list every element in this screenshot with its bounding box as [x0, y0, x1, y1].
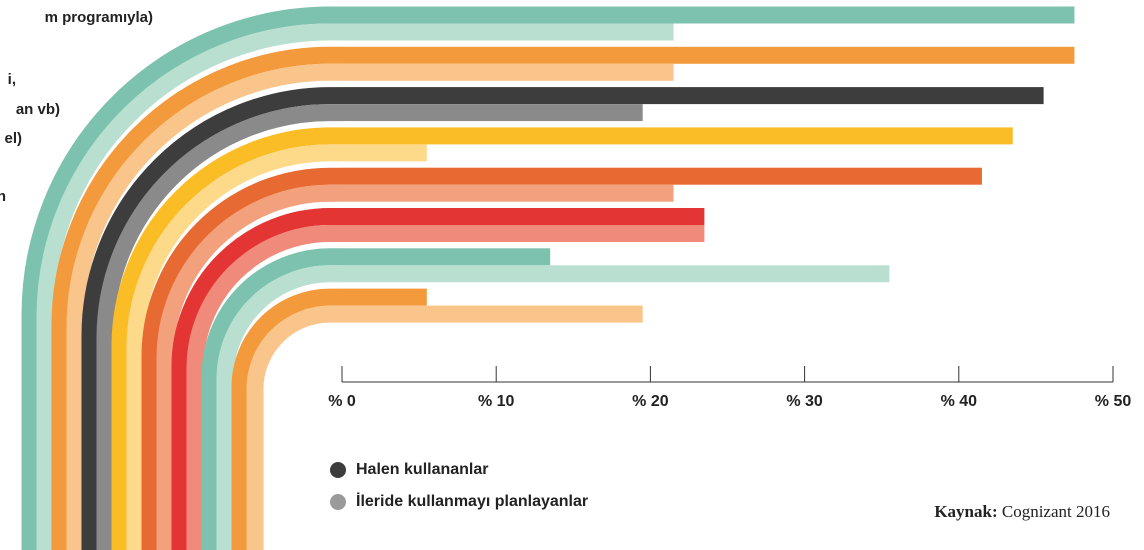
x-tick-label: % 50 — [1095, 393, 1132, 410]
x-ticks: % 0 % 10 % 20 % 30 % 40 % 50 — [328, 366, 1131, 410]
x-tick-label: % 10 — [478, 393, 515, 410]
bar — [342, 87, 1044, 105]
x-tick-label: % 30 — [786, 393, 823, 410]
bar-tail — [246, 305, 342, 550]
legend-label: Halen kullananlar — [356, 461, 489, 478]
x-tick-label: % 0 — [328, 393, 356, 410]
source: Kaynak: Cognizant 2016 — [934, 502, 1110, 521]
bar — [342, 127, 1013, 145]
bar-tail — [186, 225, 342, 550]
bar — [342, 248, 551, 266]
x-tick-label: % 20 — [632, 393, 669, 410]
bar-tail — [51, 46, 342, 550]
bar — [342, 305, 643, 323]
bar-tail — [201, 248, 342, 550]
bar-tail — [66, 63, 342, 550]
bar — [342, 225, 705, 242]
bar-tail — [156, 184, 342, 550]
bar — [342, 184, 674, 202]
legend-label: İleride kullanmayı planlayanlar — [356, 492, 588, 510]
bar — [342, 288, 427, 306]
bar — [342, 104, 643, 122]
bar-tail — [21, 6, 342, 550]
bar-tail — [81, 87, 342, 550]
bar-tail — [141, 167, 342, 550]
bar — [342, 167, 982, 185]
annotation: i, — [8, 71, 16, 88]
source-label: Kaynak: — [934, 502, 997, 521]
legend-swatch — [330, 462, 346, 478]
annotation: an vb) — [16, 101, 60, 118]
bar-tail — [216, 265, 342, 550]
bar — [342, 46, 1075, 64]
x-tick-label: % 40 — [941, 393, 978, 410]
bar-tail — [96, 104, 342, 550]
annotation: m programıyla) — [45, 9, 153, 26]
bar — [342, 144, 427, 162]
annotation: n — [0, 188, 6, 205]
bar — [342, 208, 705, 225]
bar — [342, 6, 1075, 24]
annotation: el) — [4, 130, 22, 147]
bar-tail — [111, 127, 342, 550]
source-text: Cognizant 2016 — [1002, 502, 1110, 521]
bar — [342, 265, 890, 283]
bar-tail — [36, 23, 342, 550]
bar — [342, 23, 674, 41]
bar — [342, 63, 674, 81]
decorative-curves — [21, 6, 342, 550]
bar-tail — [231, 288, 342, 550]
bar-tail — [171, 208, 342, 550]
bars — [342, 6, 1075, 323]
bar-tail — [126, 144, 342, 550]
legend-swatch — [330, 494, 346, 510]
